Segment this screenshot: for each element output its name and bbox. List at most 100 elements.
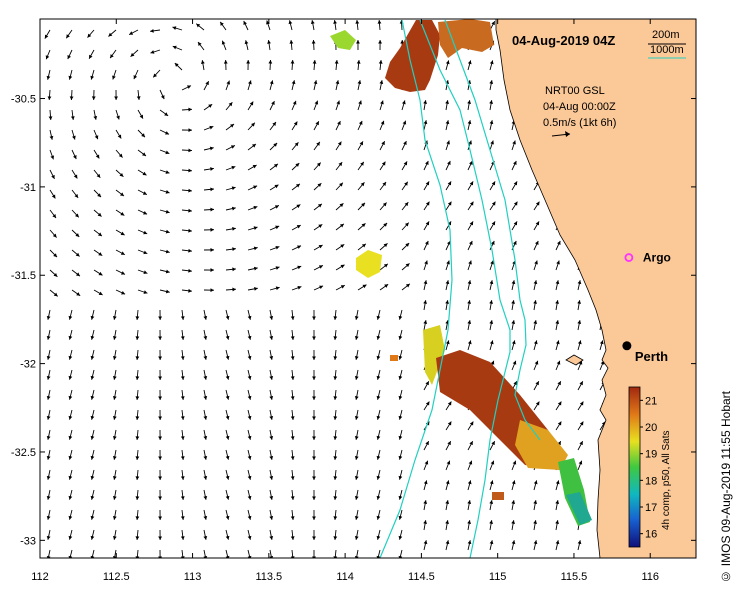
current-arrow xyxy=(555,500,560,511)
current-arrow xyxy=(225,429,230,440)
current-arrow xyxy=(112,429,117,440)
current-arrow xyxy=(49,269,58,278)
current-arrow xyxy=(46,369,51,380)
current-arrow xyxy=(247,309,252,320)
current-arrow xyxy=(467,300,472,311)
current-arrow xyxy=(180,449,185,460)
current-arrow xyxy=(511,221,518,231)
current-arrow xyxy=(398,349,403,360)
current-arrow xyxy=(312,449,316,461)
current-arrow xyxy=(90,369,95,380)
current-arrow xyxy=(445,60,450,71)
current-arrow xyxy=(46,469,51,480)
current-arrow xyxy=(398,329,403,340)
isobath-1000m xyxy=(379,19,453,558)
current-arrow xyxy=(310,20,315,31)
current-arrow xyxy=(489,181,496,191)
current-arrow xyxy=(398,549,403,558)
current-arrow xyxy=(313,121,320,131)
current-arrow xyxy=(68,389,73,400)
current-arrow xyxy=(112,329,117,340)
current-arrow xyxy=(423,381,430,391)
current-arrow xyxy=(68,309,73,320)
current-arrow xyxy=(398,369,403,380)
current-arrow xyxy=(379,80,384,91)
current-arrow xyxy=(112,469,117,480)
current-arrow xyxy=(158,309,163,321)
sst-patch-mid xyxy=(356,250,382,278)
current-arrow xyxy=(221,40,227,51)
current-arrow xyxy=(71,229,80,238)
current-arrow xyxy=(137,209,148,215)
current-arrow xyxy=(93,129,99,140)
current-arrow xyxy=(467,460,473,471)
current-arrow xyxy=(269,369,274,380)
current-arrow xyxy=(445,160,451,171)
current-arrow xyxy=(112,369,117,380)
current-arrow xyxy=(467,160,473,171)
current-arrow xyxy=(159,109,169,117)
current-arrow xyxy=(398,509,403,520)
current-arrow xyxy=(159,289,170,294)
current-arrow xyxy=(158,509,163,521)
current-arrow xyxy=(159,189,170,194)
current-arrow xyxy=(333,369,338,380)
current-arrow xyxy=(313,80,318,91)
current-arrow xyxy=(135,429,140,440)
current-arrow xyxy=(269,309,274,320)
current-arrow xyxy=(467,440,474,451)
current-arrow xyxy=(577,381,584,391)
current-arrow xyxy=(225,123,235,131)
current-arrow xyxy=(137,129,146,138)
current-arrow xyxy=(378,60,383,71)
current-arrow xyxy=(90,389,95,400)
current-arrow xyxy=(311,39,316,51)
x-tick-label: 115 xyxy=(489,571,507,583)
current-arrow xyxy=(423,120,428,131)
current-arrow xyxy=(335,161,343,171)
current-arrow xyxy=(246,59,251,71)
current-arrow xyxy=(334,60,339,71)
current-arrow xyxy=(137,109,144,119)
current-arrow xyxy=(423,480,428,491)
current-arrow xyxy=(290,389,295,400)
current-arrow xyxy=(378,39,382,51)
current-arrow xyxy=(423,460,429,471)
current-arrow xyxy=(159,209,170,214)
current-arrow xyxy=(137,289,148,294)
current-arrow xyxy=(128,29,139,36)
current-arrow xyxy=(90,529,95,540)
current-arrow xyxy=(290,329,295,340)
y-tick-label: -33 xyxy=(20,535,36,547)
current-arrow xyxy=(203,268,215,272)
current-arrow xyxy=(203,146,214,151)
current-arrow xyxy=(312,309,316,321)
current-arrow xyxy=(46,509,51,520)
current-arrow xyxy=(445,500,450,511)
current-arrow xyxy=(533,381,540,391)
current-arrow xyxy=(511,360,517,371)
current-arrow xyxy=(423,100,428,111)
sst-patch-tiny-2 xyxy=(492,492,504,500)
current-arrow xyxy=(423,540,428,551)
current-arrow xyxy=(225,247,236,252)
current-arrow xyxy=(90,329,95,340)
current-arrow xyxy=(377,19,382,31)
current-arrow xyxy=(489,520,494,531)
current-arrow xyxy=(93,209,102,217)
current-arrow xyxy=(335,182,344,191)
current-arrow xyxy=(115,169,124,178)
current-arrow xyxy=(48,109,53,121)
current-arrow xyxy=(398,409,403,420)
current-arrow xyxy=(511,181,518,191)
current-arrow xyxy=(247,205,258,211)
current-arrow xyxy=(555,401,562,411)
current-arrow xyxy=(354,329,359,340)
current-arrow xyxy=(401,222,410,231)
current-arrow xyxy=(158,349,163,361)
current-arrow xyxy=(356,39,360,51)
current-arrow xyxy=(401,140,407,151)
current-arrow xyxy=(269,184,279,191)
current-arrow xyxy=(290,449,295,460)
current-arrow xyxy=(357,243,367,251)
